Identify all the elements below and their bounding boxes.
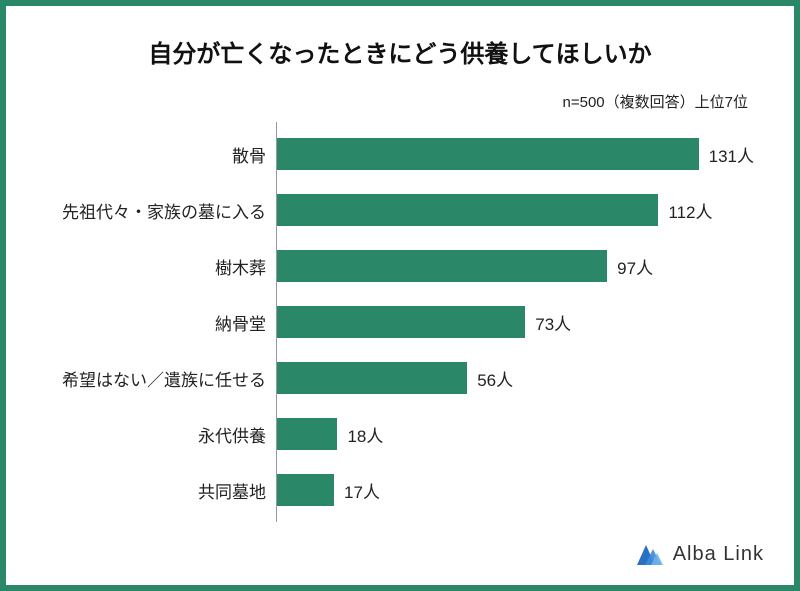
bar-track: 18人	[276, 406, 754, 462]
bar-row: 納骨堂 73人	[46, 294, 754, 350]
axis-line	[276, 234, 277, 298]
bar-value: 97人	[617, 254, 653, 279]
bar-value: 17人	[344, 478, 380, 503]
axis-line	[276, 346, 277, 410]
bar-label: 樹木葬	[46, 254, 276, 279]
bar-value: 112人	[668, 198, 712, 223]
axis-line	[276, 458, 277, 522]
bar-row: 永代供養 18人	[46, 406, 754, 462]
sample-note: n=500（複数回答）上位7位	[46, 91, 748, 112]
axis-line	[276, 122, 277, 186]
bar-track: 56人	[276, 350, 754, 406]
bar-row: 希望はない／遺族に任せる 56人	[46, 350, 754, 406]
bar	[276, 138, 699, 170]
chart-frame: 自分が亡くなったときにどう供養してほしいか n=500（複数回答）上位7位 散骨…	[0, 0, 800, 591]
bar-row: 共同墓地 17人	[46, 462, 754, 518]
axis-line	[276, 178, 277, 242]
bar-track: 112人	[276, 182, 754, 238]
bar-track: 17人	[276, 462, 754, 518]
bar-label: 共同墓地	[46, 478, 276, 503]
bar-row: 散骨 131人	[46, 126, 754, 182]
brand-logo: Alba Link	[635, 541, 764, 567]
bar-track: 97人	[276, 238, 754, 294]
bar-track: 73人	[276, 294, 754, 350]
bar-row: 先祖代々・家族の墓に入る 112人	[46, 182, 754, 238]
bar-track: 131人	[276, 126, 754, 182]
chart-title: 自分が亡くなったときにどう供養してほしいか	[46, 34, 754, 69]
bar-chart: 散骨 131人先祖代々・家族の墓に入る 112人樹木葬 97人納骨堂 73人希望はない／…	[46, 126, 754, 518]
logo-text: Alba Link	[673, 543, 764, 566]
bar-value: 18人	[347, 422, 383, 447]
bar	[276, 194, 658, 226]
bar-label: 先祖代々・家族の墓に入る	[46, 198, 276, 223]
bar-row: 樹木葬 97人	[46, 238, 754, 294]
logo-icon	[635, 541, 665, 567]
bar	[276, 306, 525, 338]
bar-label: 永代供養	[46, 422, 276, 447]
bar	[276, 418, 337, 450]
bar-value: 131人	[709, 142, 754, 167]
bar-label: 納骨堂	[46, 310, 276, 335]
bar-label: 散骨	[46, 142, 276, 167]
axis-line	[276, 402, 277, 466]
bar-value: 73人	[535, 310, 571, 335]
axis-line	[276, 290, 277, 354]
bar	[276, 474, 334, 506]
bar-label: 希望はない／遺族に任せる	[46, 366, 276, 391]
bar	[276, 250, 607, 282]
bar	[276, 362, 467, 394]
bar-value: 56人	[477, 366, 513, 391]
